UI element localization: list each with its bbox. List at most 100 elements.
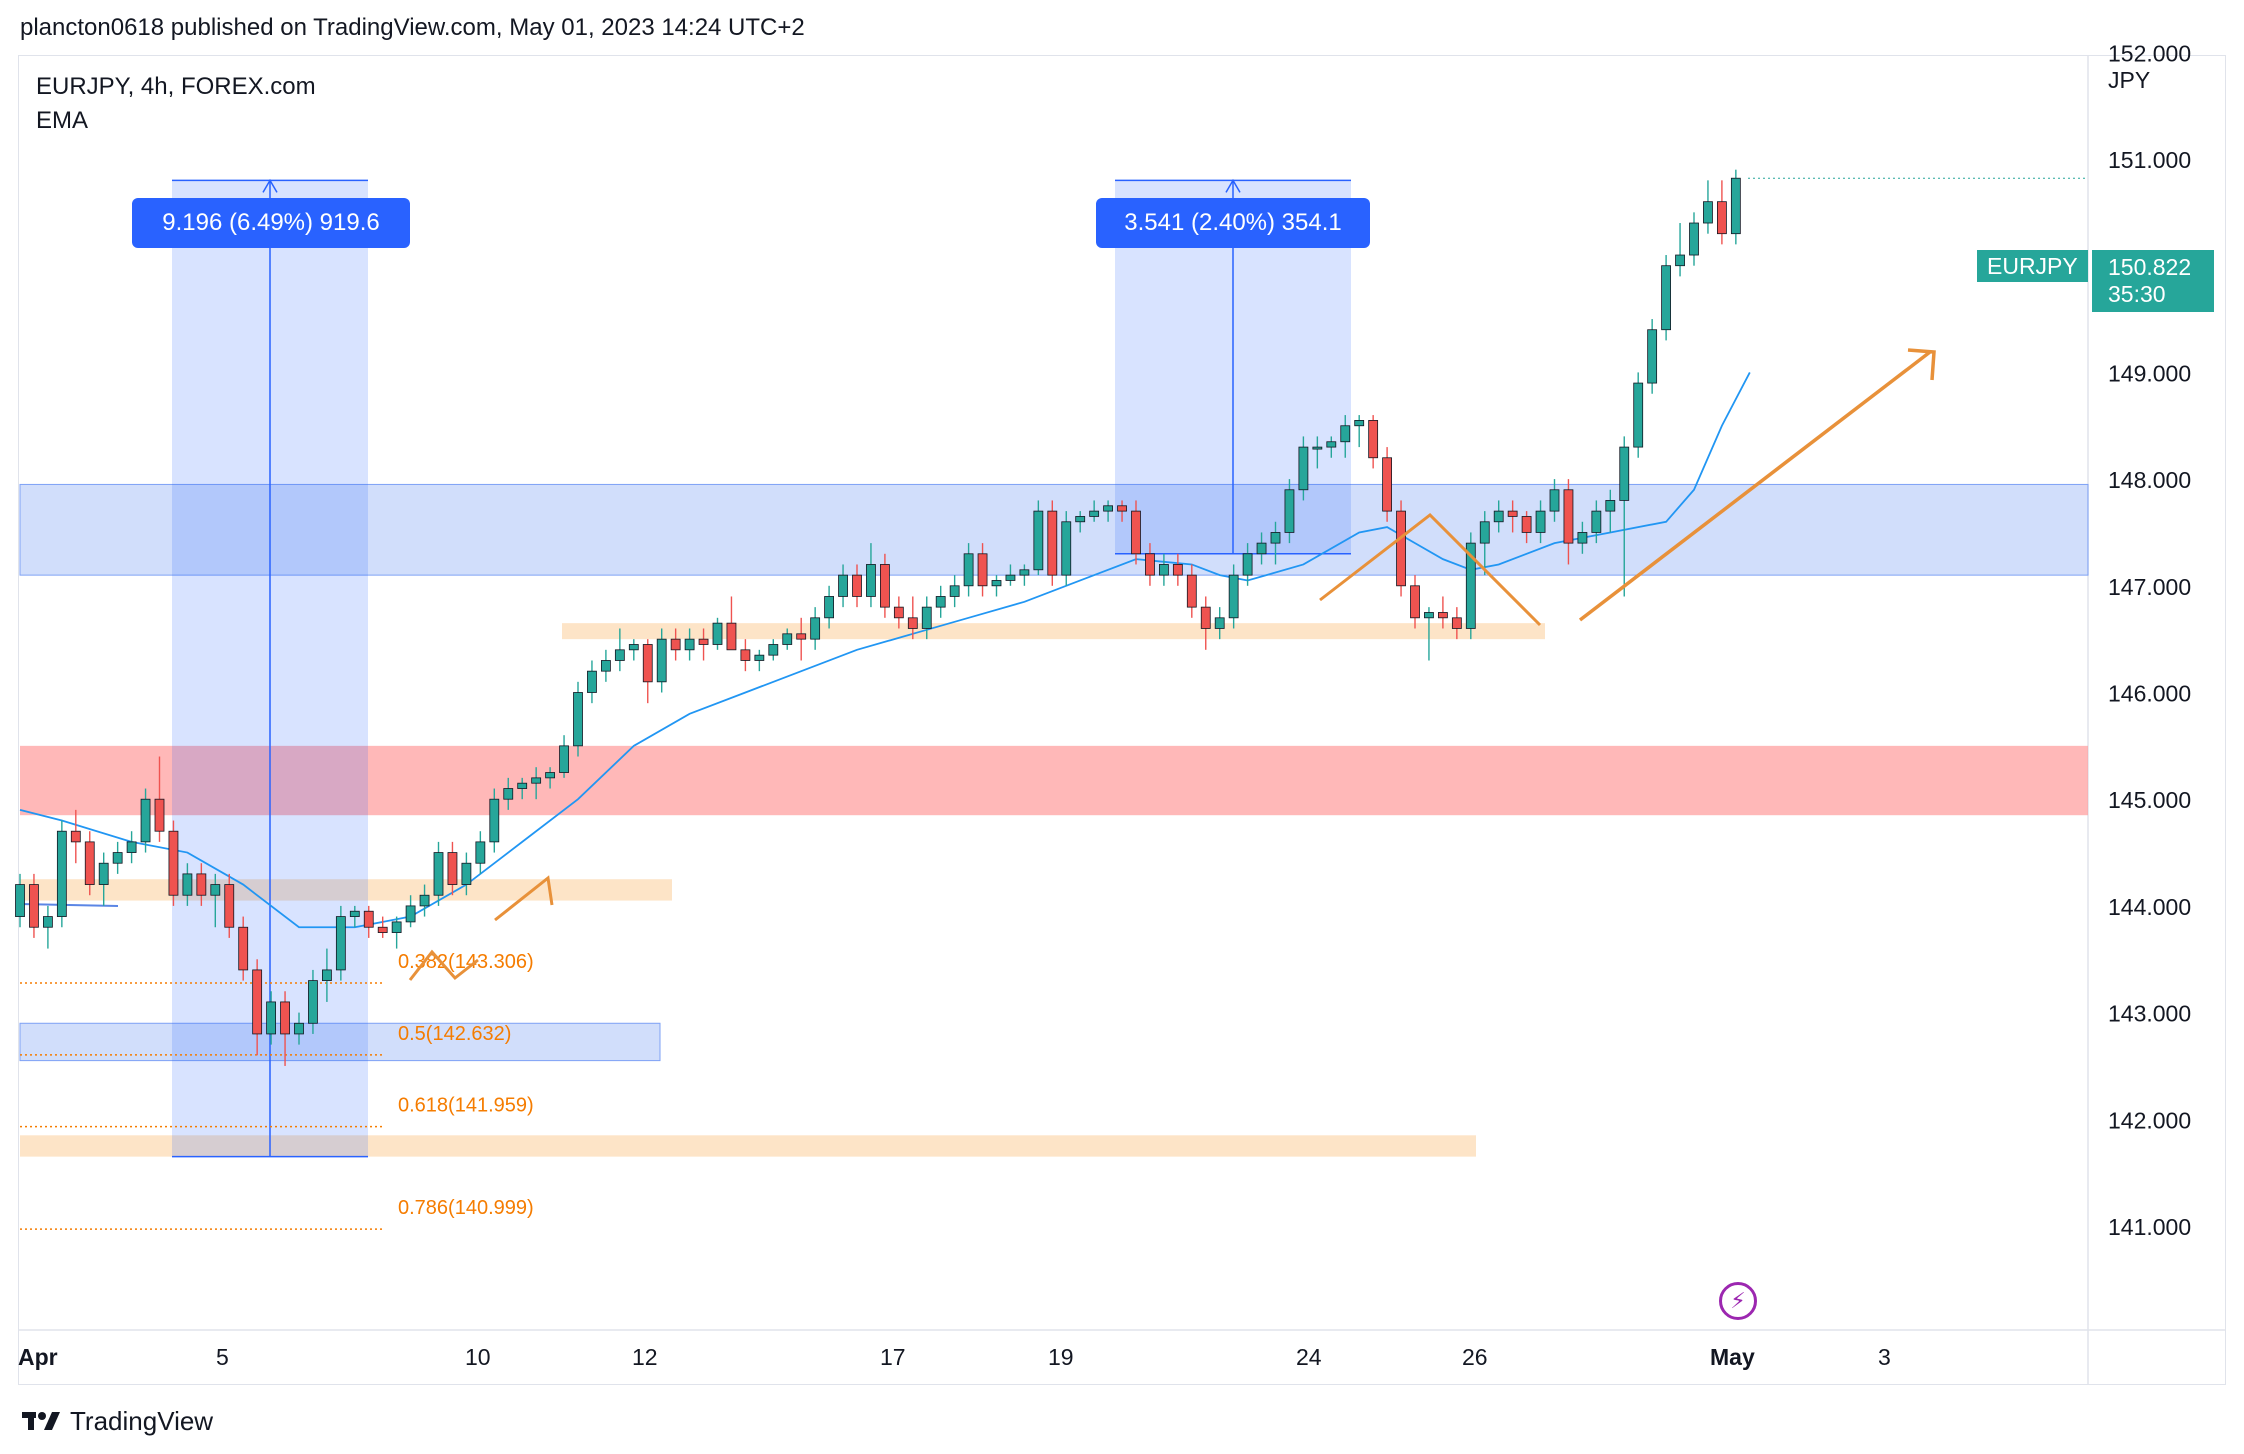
candle [70, 809, 81, 864]
candle [1451, 607, 1462, 640]
tradingview-logo-icon [22, 1410, 60, 1432]
candle [866, 543, 876, 608]
candle [503, 777, 514, 810]
candle-body [1312, 446, 1323, 450]
time-tick-label: Apr [18, 1344, 58, 1370]
price-tick-label: 147.000 [2108, 574, 2191, 600]
candle-body [726, 622, 737, 651]
candle [517, 777, 528, 800]
candle-body [921, 606, 932, 629]
projection-arrow-head [1907, 348, 1936, 381]
candle [782, 628, 793, 650]
candle [29, 873, 39, 938]
candle-body [559, 745, 569, 773]
zone-orange [20, 1135, 1476, 1157]
candle [1103, 500, 1113, 522]
price-tick-label: 146.000 [2108, 681, 2191, 707]
candle-body [266, 1001, 277, 1035]
candle [335, 905, 346, 981]
candle [587, 660, 597, 704]
candle [1256, 532, 1267, 565]
candle [377, 916, 388, 938]
candle [698, 628, 709, 661]
candle-body [419, 894, 430, 907]
candle-body [838, 574, 848, 597]
candle-body [1577, 532, 1588, 544]
fib-level-label: 0.618(141.959) [398, 1095, 534, 1117]
candle [642, 639, 653, 704]
candle [1479, 511, 1490, 576]
price-tick-label: 152.000 [2108, 40, 2191, 66]
candle-body [1214, 617, 1225, 629]
candle-body [907, 617, 918, 629]
candle [1270, 521, 1281, 565]
candle-body [796, 633, 807, 640]
candle [824, 585, 834, 629]
symbol-label[interactable]: EURJPY, 4h, FOREX.com [36, 73, 316, 100]
footer-brand[interactable]: TradingView [22, 1404, 213, 1438]
candle [182, 863, 193, 906]
candle [1354, 415, 1365, 448]
lightning-icon[interactable]: ⚡ [1719, 1282, 1757, 1320]
candle-body [1047, 510, 1058, 576]
price-tick-label: 145.000 [2108, 787, 2191, 813]
currency-label: JPY [2108, 67, 2150, 93]
candle [1326, 436, 1337, 458]
candle-body [517, 782, 528, 789]
candle [405, 895, 416, 928]
candle-body [1549, 489, 1560, 512]
candle-body [1033, 510, 1044, 571]
candle [154, 756, 165, 842]
candle [1368, 415, 1379, 469]
candle-body [684, 638, 695, 651]
candle-body [949, 585, 960, 597]
candle [740, 639, 751, 672]
measure-label-2: 3.541 (2.40%) 354.1 [1096, 198, 1370, 248]
measure-arrow-head [262, 178, 278, 193]
candle-body [1647, 329, 1658, 384]
candle-body [768, 644, 779, 656]
candle [852, 564, 862, 608]
candle [363, 905, 374, 938]
indicator-label[interactable]: EMA [36, 107, 89, 134]
candle [684, 628, 695, 661]
candle-body [154, 798, 165, 832]
candle-body [377, 926, 388, 933]
candle [349, 905, 360, 928]
candle [1019, 564, 1030, 586]
candle-body [698, 638, 709, 645]
candle-body [1298, 446, 1309, 491]
time-tick-label: 10 [465, 1344, 491, 1370]
candle-body [614, 649, 625, 661]
time-tick-label: 5 [216, 1344, 229, 1370]
time-tick-label: 12 [632, 1344, 658, 1370]
candle [252, 959, 263, 1056]
candle-body [1340, 425, 1351, 443]
candle-body [824, 596, 834, 619]
candle-body [1159, 564, 1169, 576]
price-tick-label: 143.000 [2108, 1001, 2191, 1027]
chart-legend: EURJPY, 4h, FOREX.com EMA [36, 70, 316, 138]
candle [545, 767, 555, 789]
candle [1577, 521, 1588, 554]
pattern-line [408, 949, 479, 981]
candle-body [308, 980, 318, 1024]
candle-body [1270, 532, 1281, 544]
last-price: 150.822 [2108, 254, 2192, 280]
candle-body [447, 852, 458, 885]
candle [1689, 212, 1699, 266]
candle [294, 1012, 304, 1045]
candle [447, 841, 458, 896]
candle-body [461, 862, 472, 885]
candle [614, 628, 625, 672]
candle-body [98, 862, 109, 885]
candle-body [363, 910, 374, 928]
candle [1159, 553, 1169, 586]
candle-body [1661, 265, 1671, 331]
candle-body [335, 916, 346, 971]
candle-body [1507, 510, 1518, 517]
candle-body [1535, 510, 1546, 533]
candle [1521, 511, 1532, 544]
zone-red [20, 745, 2088, 816]
